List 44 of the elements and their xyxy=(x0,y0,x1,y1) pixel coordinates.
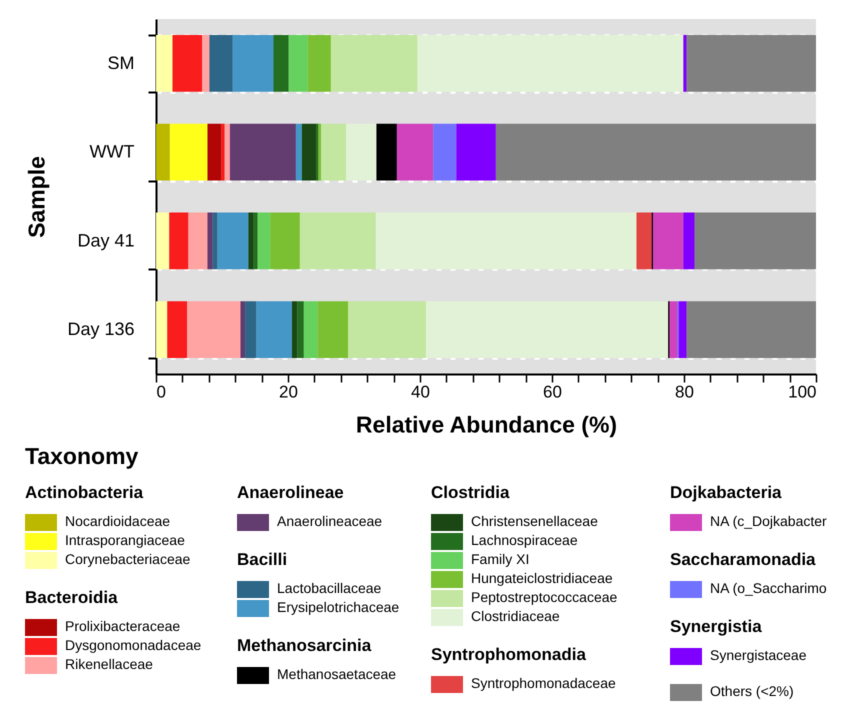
x-axis-title: Relative Abundance (%) xyxy=(356,412,618,438)
text: Dojkabacteria xyxy=(670,483,782,502)
x-tick-label: 40 xyxy=(411,382,430,402)
legend-title: Taxonomy xyxy=(25,443,139,469)
text: Anaerolineae xyxy=(237,483,344,502)
y-tick-label: Day 41 xyxy=(77,230,134,250)
legend-label: Rikenellaceae xyxy=(65,656,154,672)
legend-label: Prolixibacteraceae xyxy=(65,618,180,634)
y-tick-label: Day 136 xyxy=(67,319,134,340)
text: Saccharamonadia xyxy=(670,550,816,569)
legend-label: NA (c_Dojkabacter xyxy=(710,513,828,529)
legend-label: Clostridiaceae xyxy=(471,608,560,624)
x-tick-label: 80 xyxy=(675,382,694,402)
text: Methanosarcinia xyxy=(237,636,372,655)
text: Clostridia xyxy=(431,483,510,502)
legend-label: Others (<2%) xyxy=(710,683,794,699)
legend-label: Peptostreptococcaceae xyxy=(471,589,618,605)
x-tick-label: 0 xyxy=(156,382,166,402)
legend-label: Lactobacillaceae xyxy=(277,580,382,596)
legend-label: Anaerolineaceae xyxy=(277,513,382,529)
text: Bacilli xyxy=(237,550,288,569)
legend-label: Corynebacteriaceae xyxy=(65,551,191,567)
legend-label: Dysgonomonadaceae xyxy=(65,637,202,653)
y-tick-label: WWT xyxy=(90,142,134,162)
legend-label: Nocardioidaceae xyxy=(65,513,170,529)
x-tick-label: 20 xyxy=(279,382,298,402)
legend-label: Intrasporangiaceae xyxy=(65,532,186,548)
text: Syntrophomonadia xyxy=(431,645,586,664)
legend-label: Synergistaceae xyxy=(710,647,807,663)
y-tick-label: SM xyxy=(108,52,134,73)
legend-label: NA (o_Saccharimo xyxy=(710,580,827,596)
x-tick-label: 60 xyxy=(543,382,562,402)
text: Actinobacteria xyxy=(25,483,144,502)
y-axis-title: Sample xyxy=(23,156,50,238)
legend-label: Hungateiclostridiaceae xyxy=(471,570,613,586)
legend-label: Erysipelotrichaceae xyxy=(277,599,400,615)
text: Bacteroidia xyxy=(25,588,118,607)
text: Synergistia xyxy=(670,617,762,636)
legend-label: Christensenellaceae xyxy=(471,513,598,529)
legend-label: Methanosaetaceae xyxy=(277,666,396,682)
x-tick-label: 100 xyxy=(788,382,816,402)
legend-label: Syntrophomonadaceae xyxy=(471,675,616,691)
legend-label: Family XI xyxy=(471,551,530,567)
legend-label: Lachnospiraceae xyxy=(471,532,578,548)
